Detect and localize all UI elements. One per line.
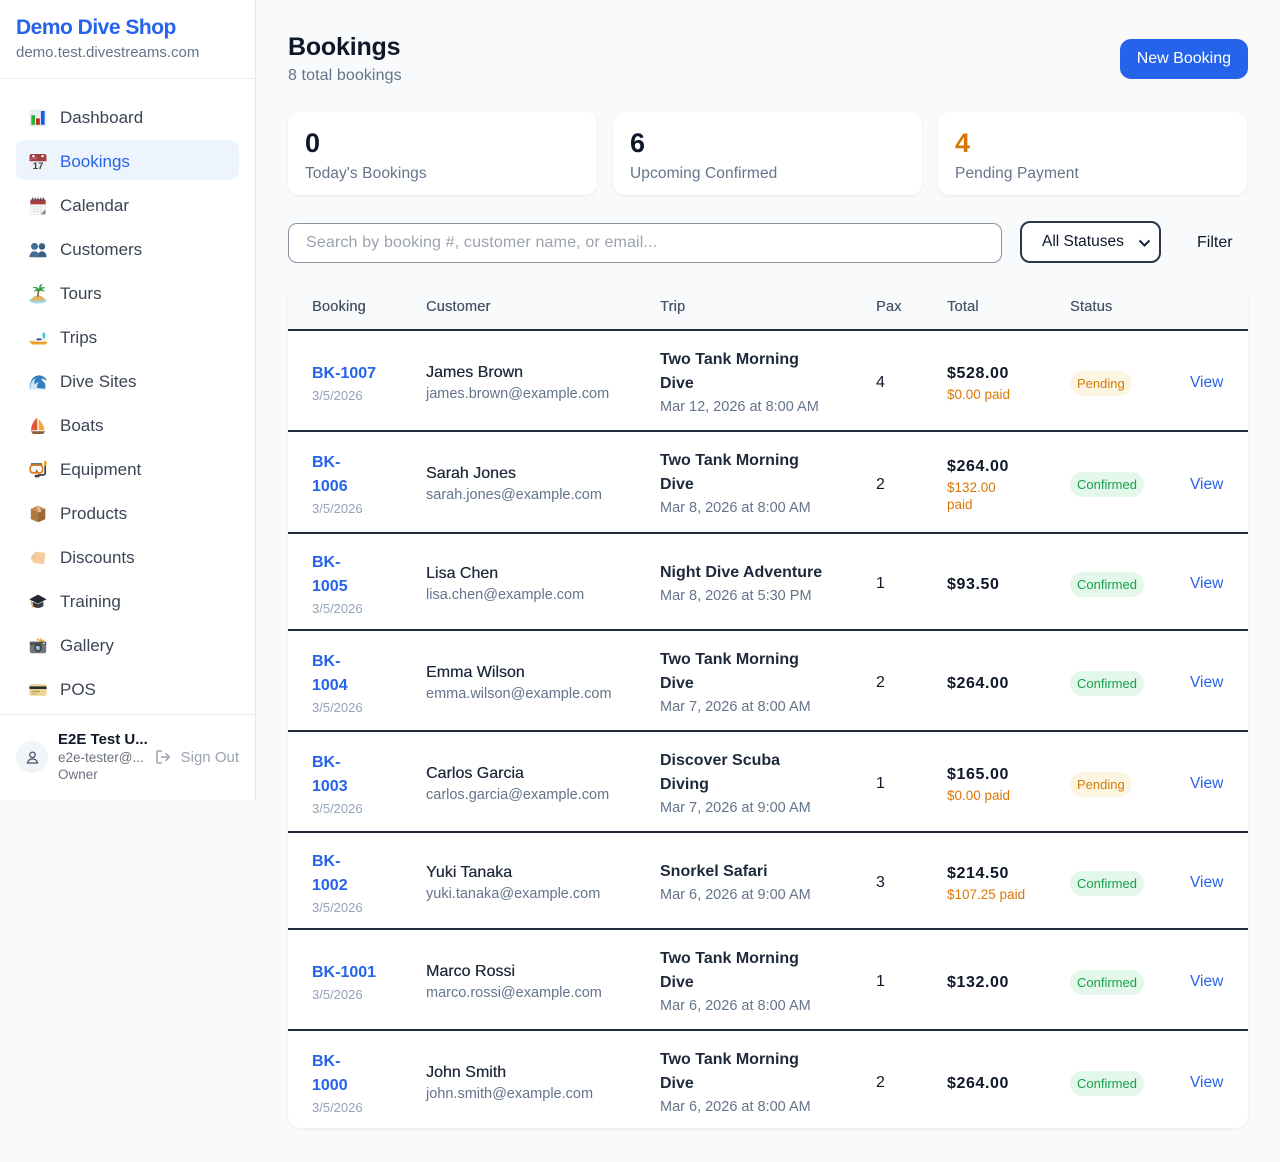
svg-text:17: 17	[33, 161, 44, 172]
